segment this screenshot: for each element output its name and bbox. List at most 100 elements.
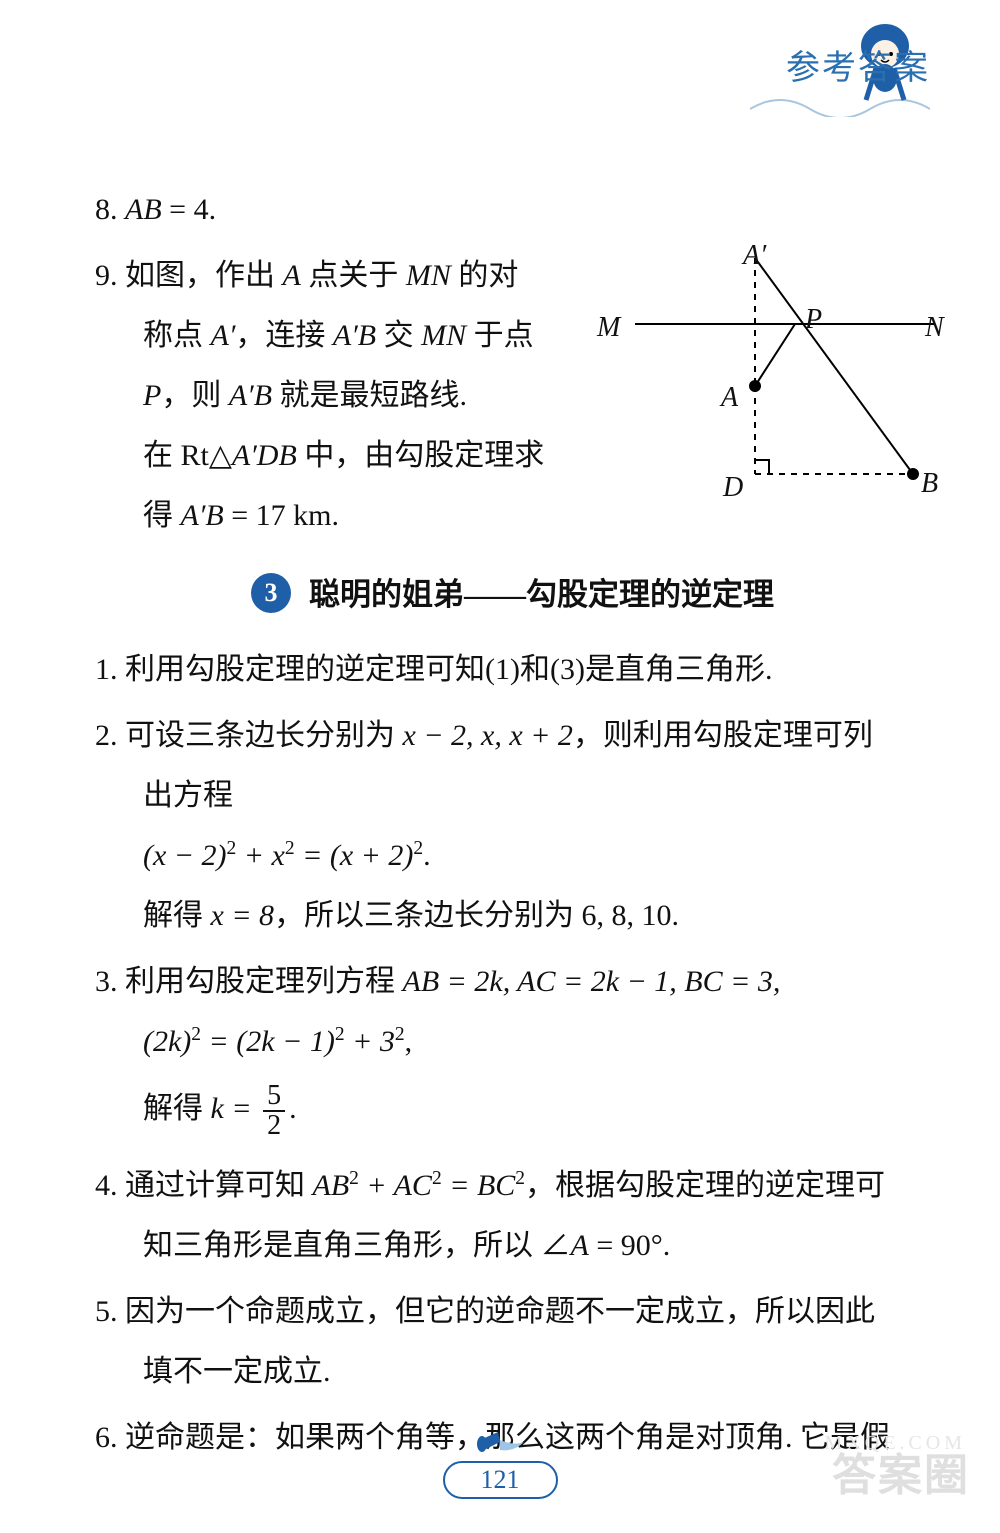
t: MN: [421, 319, 466, 352]
fig-label-a: A: [721, 370, 738, 426]
t: .: [423, 839, 431, 872]
fig-label-aprime: A′: [743, 228, 766, 284]
t: ，则: [161, 379, 229, 412]
t: A′B: [229, 379, 272, 412]
header-decoration: [750, 95, 930, 117]
header-title: 参考答案: [750, 40, 930, 89]
answer-8: 8. AB = 4.: [95, 180, 930, 240]
t: k =: [211, 1092, 260, 1125]
fig-label-d: D: [723, 460, 743, 516]
t: .: [289, 1092, 297, 1125]
t: 中，由勾股定理求: [297, 439, 545, 472]
t: 就是最短路线.: [272, 379, 467, 412]
t: 利用勾股定理列方程: [125, 965, 403, 998]
section-title-text: 聪明的姐弟——勾股定理的逆定理: [309, 577, 774, 612]
sq: 2: [413, 838, 423, 859]
fig-label-b: B: [921, 456, 938, 512]
t: A′B: [333, 319, 376, 352]
t: AB = 2k, AC = 2k − 1, BC = 3,: [403, 965, 781, 998]
page-number: 121: [443, 1461, 558, 1499]
answer-9-number: 9.: [95, 259, 125, 292]
section-3-title: 3 聪明的姐弟——勾股定理的逆定理: [95, 564, 930, 626]
answer-8-eq: = 4.: [162, 193, 216, 226]
fig-label-n: N: [925, 300, 944, 356]
t: ，所以三条边长分别为 6, 8, 10.: [274, 899, 679, 932]
answer-3-1: 1. 利用勾股定理的逆定理可知(1)和(3)是直角三角形.: [95, 640, 930, 700]
fig-label-p: P: [805, 292, 822, 348]
t: = 17 km.: [224, 499, 339, 532]
section-number-badge: 3: [251, 573, 291, 613]
t: 因为一个命题成立，但它的逆命题不一定成立，所以因此: [125, 1295, 875, 1328]
t: = (2k − 1): [201, 1025, 335, 1058]
t: 解得: [143, 1092, 211, 1125]
sq: 2: [432, 1168, 442, 1189]
answer-3-5: 5. 因为一个命题成立，但它的逆命题不一定成立，所以因此 填不一定成立.: [95, 1282, 930, 1402]
t: 的对: [451, 259, 519, 292]
den: 2: [263, 1112, 285, 1140]
t: ，连接: [235, 319, 333, 352]
t: 在 Rt△: [143, 439, 232, 472]
t: = BC: [442, 1169, 516, 1202]
sq: 2: [515, 1168, 525, 1189]
sq: 2: [395, 1024, 405, 1045]
t: x = 8: [211, 899, 275, 932]
t: + 3: [345, 1025, 395, 1058]
t: 得: [143, 499, 181, 532]
t: 点关于: [301, 259, 406, 292]
sq: 2: [191, 1024, 201, 1045]
t: (2k): [143, 1025, 191, 1058]
t: 填不一定成立.: [95, 1342, 930, 1402]
t: 如图，作出: [125, 259, 283, 292]
t: = 90°.: [589, 1229, 670, 1262]
t: 解得: [143, 899, 211, 932]
t: x − 2, x, x + 2: [403, 719, 573, 752]
t: A′: [211, 319, 236, 352]
t: 交: [376, 319, 421, 352]
answer-8-var: AB: [125, 193, 162, 226]
n: 2.: [95, 719, 125, 752]
sq: 2: [227, 838, 237, 859]
answer-9-text: 9. 如图，作出 A 点关于 MN 的对 称点 A′，连接 A′B 交 MN 于…: [95, 246, 565, 546]
t: ,: [405, 1025, 413, 1058]
answer-3-4: 4. 通过计算可知 AB2 + AC2 = BC2，根据勾股定理的逆定理可 知三…: [95, 1156, 930, 1276]
answer-3-2: 2. 可设三条边长分别为 x − 2, x, x + 2，则利用勾股定理可列 出…: [95, 706, 930, 946]
num: 5: [263, 1082, 285, 1110]
page-header: 参考答案: [750, 40, 930, 117]
t: (x − 2): [143, 839, 227, 872]
sq: 2: [349, 1168, 359, 1189]
t: AB: [313, 1169, 350, 1202]
watermark-text: 答案圈: [832, 1439, 970, 1503]
t: ，根据勾股定理的逆定理可: [525, 1169, 885, 1202]
n: 1.: [95, 653, 125, 686]
fraction: 52: [263, 1082, 285, 1140]
t: 称点: [143, 319, 211, 352]
n: 5.: [95, 1295, 125, 1328]
t: 利用勾股定理的逆定理可知(1)和(3)是直角三角形.: [125, 653, 772, 686]
t: 知三角形是直角三角形，所以 ∠: [143, 1229, 571, 1262]
t: A: [571, 1229, 589, 1262]
content: 8. AB = 4. 9. 如图，作出 A 点关于 MN 的对 称点 A′，连接…: [95, 180, 930, 1468]
n: 3.: [95, 965, 125, 998]
t: 可设三条边长分别为: [125, 719, 403, 752]
t: 通过计算可知: [125, 1169, 313, 1202]
t: ，则利用勾股定理可列: [573, 719, 873, 752]
t: A: [283, 259, 301, 292]
sq: 2: [335, 1024, 345, 1045]
t: 出方程: [95, 766, 930, 826]
answer-3-3: 3. 利用勾股定理列方程 AB = 2k, AC = 2k − 1, BC = …: [95, 952, 930, 1150]
t: 于点: [466, 319, 534, 352]
fig-label-m: M: [597, 300, 620, 356]
t: A′DB: [232, 439, 297, 472]
t: + AC: [359, 1169, 432, 1202]
t: P: [143, 379, 161, 412]
t: + x: [236, 839, 285, 872]
answer-9-figure: A′ M N P A D B: [605, 246, 945, 486]
answer-8-number: 8.: [95, 193, 125, 226]
sq: 2: [285, 838, 295, 859]
page: 参考答案 8. AB = 4. 9. 如图，作出 A 点关于 MN 的对 称点 …: [0, 0, 1000, 1533]
answer-9: 9. 如图，作出 A 点关于 MN 的对 称点 A′，连接 A′B 交 MN 于…: [95, 246, 930, 546]
t: A′B: [181, 499, 224, 532]
n: 4.: [95, 1169, 125, 1202]
t: = (x + 2): [295, 839, 414, 872]
t: MN: [406, 259, 451, 292]
